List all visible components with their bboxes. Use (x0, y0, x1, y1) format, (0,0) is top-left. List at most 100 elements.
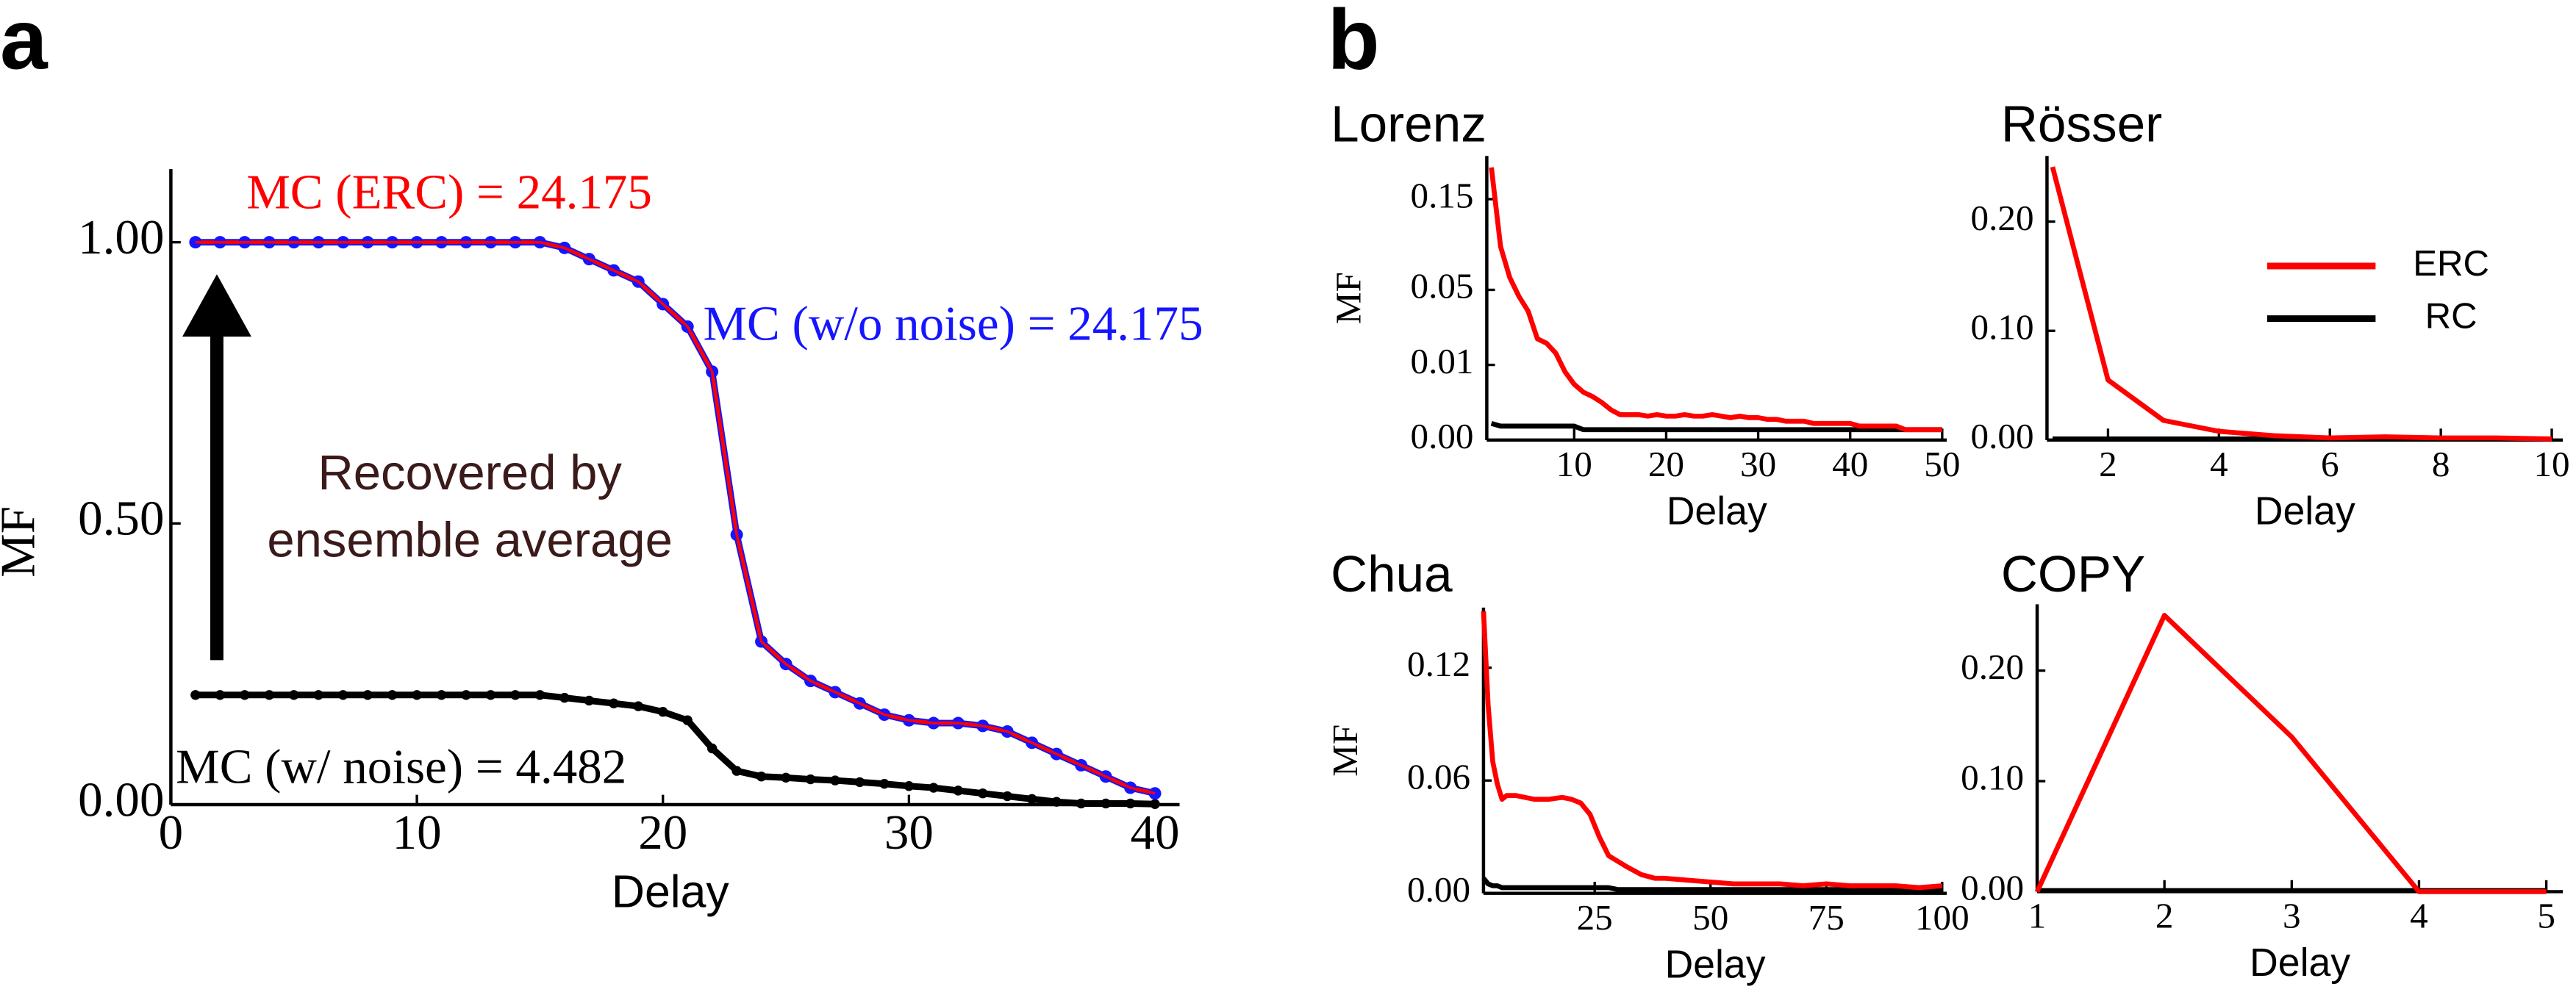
annotation: MC (w/o noise) = 24.175 (703, 295, 1203, 351)
data-point (609, 698, 619, 708)
y-tick-label: 0.06 (1407, 756, 1470, 797)
x-tick-label: 2 (2155, 896, 2174, 936)
x-tick-label: 5 (2537, 896, 2555, 936)
x-tick-label: 100 (1915, 897, 1969, 938)
x-tick-label: 6 (2321, 444, 2339, 484)
annotation: Recovered by (318, 445, 622, 500)
data-point (313, 690, 323, 700)
x-axis-label: Delay (1667, 489, 1767, 533)
data-point (904, 781, 915, 791)
x-tick-label: 1 (2028, 896, 2047, 936)
series-line (1490, 421, 1942, 433)
data-point (978, 788, 988, 799)
legend-label: ERC (2413, 243, 2489, 284)
data-point (830, 775, 840, 786)
series-line (195, 691, 1156, 808)
x-tick-label: 4 (2410, 896, 2428, 936)
chart-title: Chua (1331, 545, 1453, 603)
data-point (1125, 798, 1136, 809)
y-tick-label: 0.10 (1971, 306, 2034, 347)
x-axis-label: Delay (612, 866, 730, 917)
data-point (362, 690, 373, 700)
series-line (1481, 877, 1942, 892)
data-point (781, 772, 791, 783)
chart-title: Lorenz (1331, 96, 1486, 153)
data-point (1076, 798, 1087, 809)
data-point (929, 783, 939, 793)
x-tick-label: 30 (1740, 444, 1776, 484)
y-axis-label: MF (1325, 725, 1365, 777)
data-point (436, 690, 447, 700)
data-point (1002, 791, 1012, 802)
x-tick-label: 0 (159, 805, 184, 860)
y-tick-label: 1.00 (78, 209, 164, 265)
data-point (412, 690, 422, 700)
x-axis-label: Delay (2255, 489, 2355, 533)
series-line (195, 240, 1156, 795)
y-tick-label: 0.10 (1961, 757, 2024, 797)
data-point (1150, 799, 1160, 809)
x-tick-label: 20 (638, 805, 687, 860)
chart-title: COPY (2001, 545, 2145, 603)
data-point (264, 690, 274, 700)
y-tick-label: 0.15 (1410, 175, 1473, 215)
x-tick-label: 10 (2533, 444, 2569, 484)
data-point (240, 690, 250, 700)
series-line (2034, 613, 2547, 894)
data-point (584, 695, 595, 706)
x-tick-label: 4 (2210, 444, 2228, 484)
x-tick-label: 40 (1131, 805, 1180, 860)
data-point (534, 690, 545, 700)
y-axis-label: MF (0, 506, 46, 578)
data-point (461, 690, 471, 700)
data-point (485, 690, 496, 700)
x-tick-label: 75 (1808, 897, 1845, 938)
series-line (1481, 611, 1943, 891)
data-point (189, 236, 202, 249)
chart-title: Rösser (2001, 96, 2162, 153)
annotation: MC (w/ noise) = 4.482 (176, 739, 626, 794)
recovery-arrow (182, 274, 251, 661)
data-point (289, 690, 299, 700)
series-line (2050, 166, 2552, 442)
y-tick-label: 0.20 (1971, 198, 2034, 238)
data-point (559, 692, 570, 703)
x-axis-label: Delay (1664, 942, 1765, 986)
y-tick-label: 0.00 (1410, 416, 1473, 456)
x-tick-label: 20 (1648, 444, 1684, 484)
y-tick-label: 0.00 (1961, 868, 2024, 908)
y-axis-label: MF (1328, 272, 1368, 324)
x-tick-label: 30 (884, 805, 934, 860)
data-point (756, 772, 767, 782)
data-point (633, 701, 643, 711)
data-point (1027, 794, 1037, 805)
x-tick-label: 8 (2432, 444, 2450, 484)
x-tick-label: 2 (2099, 444, 2117, 484)
y-tick-label: 0.01 (1410, 341, 1473, 381)
y-tick-label: 0.00 (1971, 416, 2034, 456)
data-point (953, 786, 964, 796)
data-point (1101, 798, 1111, 809)
annotation: MC (ERC) = 24.175 (246, 165, 652, 220)
data-point (190, 690, 201, 700)
x-tick-label: 40 (1832, 444, 1868, 484)
data-point (658, 707, 668, 717)
data-point (854, 777, 865, 788)
y-tick-label: 0.00 (1407, 869, 1470, 910)
x-tick-label: 50 (1924, 444, 1960, 484)
annotation: ensemble average (267, 512, 673, 567)
x-tick-label: 25 (1577, 897, 1613, 938)
data-point (387, 690, 398, 700)
data-point (706, 743, 718, 754)
series-line (1489, 167, 1942, 433)
x-tick-label: 10 (1556, 444, 1592, 484)
data-point (215, 690, 226, 700)
x-tick-label: 3 (2283, 896, 2301, 936)
legend-label: RC (2425, 296, 2477, 337)
data-point (337, 690, 348, 700)
data-point (879, 778, 890, 789)
data-point (682, 715, 693, 725)
x-axis-label: Delay (2250, 941, 2350, 985)
data-point (1051, 797, 1062, 807)
